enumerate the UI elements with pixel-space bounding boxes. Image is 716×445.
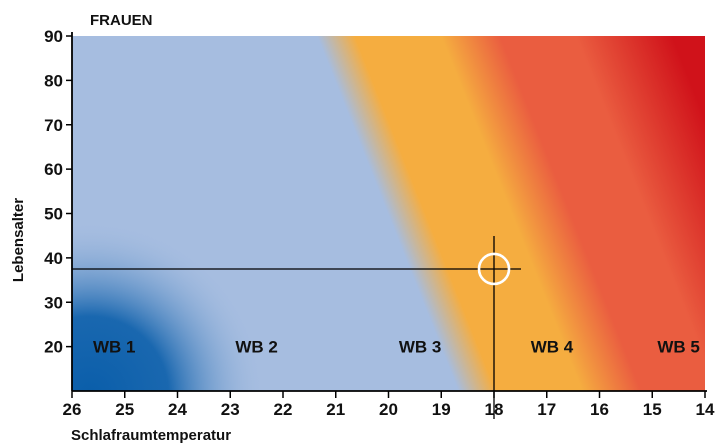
x-tick-label-16: 16 xyxy=(590,400,609,419)
y-tick-label-90: 90 xyxy=(44,27,63,46)
chart-title: FRAUEN xyxy=(90,12,153,29)
zone-label-wb5: WB 5 xyxy=(657,338,700,357)
x-tick-label-18: 18 xyxy=(485,400,504,419)
y-tick-label-20: 20 xyxy=(44,338,63,357)
x-tick-label-14: 14 xyxy=(696,400,715,419)
x-tick-label-15: 15 xyxy=(643,400,662,419)
x-tick-label-26: 26 xyxy=(63,400,82,419)
x-tick-label-23: 23 xyxy=(221,400,240,419)
axes xyxy=(66,32,707,398)
zone-label-wb4: WB 4 xyxy=(531,338,574,357)
x-tick-label-20: 20 xyxy=(379,400,398,419)
x-tick-label-22: 22 xyxy=(274,400,293,419)
y-axis-title: Lebensalter xyxy=(10,198,27,282)
y-tick-label-70: 70 xyxy=(44,116,63,135)
marker-circle xyxy=(477,252,511,286)
wb1-zone-field xyxy=(72,36,705,391)
y-tick-label-30: 30 xyxy=(44,293,63,312)
guide-lines xyxy=(72,235,521,419)
x-axis-title: Schlafraumtemperatur xyxy=(71,427,231,444)
x-tick-label-21: 21 xyxy=(326,400,345,419)
x-tick-label-17: 17 xyxy=(537,400,556,419)
zone-label-wb3: WB 3 xyxy=(399,338,442,357)
y-tick-label-80: 80 xyxy=(44,71,63,90)
x-tick-label-19: 19 xyxy=(432,400,451,419)
zone-label-wb2: WB 2 xyxy=(235,338,278,357)
x-tick-label-25: 25 xyxy=(115,400,134,419)
zone-label-wb1: WB 1 xyxy=(93,338,136,357)
y-tick-label-50: 50 xyxy=(44,205,63,224)
y-tick-label-40: 40 xyxy=(44,249,63,268)
y-tick-label-60: 60 xyxy=(44,160,63,179)
plot-area xyxy=(72,36,705,391)
labels: FRAUEN Schlafraumtemperatur Lebensalter … xyxy=(10,12,715,444)
x-tick-label-24: 24 xyxy=(168,400,187,419)
